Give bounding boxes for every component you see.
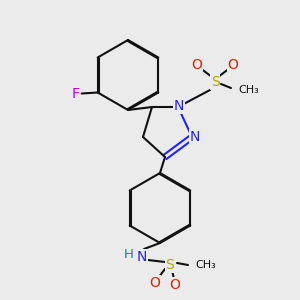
Text: O: O bbox=[169, 278, 180, 292]
Text: O: O bbox=[228, 58, 238, 72]
Text: O: O bbox=[192, 58, 203, 72]
Text: H: H bbox=[124, 248, 134, 260]
Text: N: N bbox=[190, 130, 200, 144]
Text: CH₃: CH₃ bbox=[238, 85, 259, 95]
Text: F: F bbox=[72, 88, 80, 101]
Text: S: S bbox=[166, 258, 174, 272]
Text: N: N bbox=[174, 99, 184, 113]
Text: CH₃: CH₃ bbox=[195, 260, 216, 270]
Text: O: O bbox=[150, 276, 160, 290]
Text: S: S bbox=[211, 75, 219, 89]
Text: N: N bbox=[137, 250, 147, 264]
